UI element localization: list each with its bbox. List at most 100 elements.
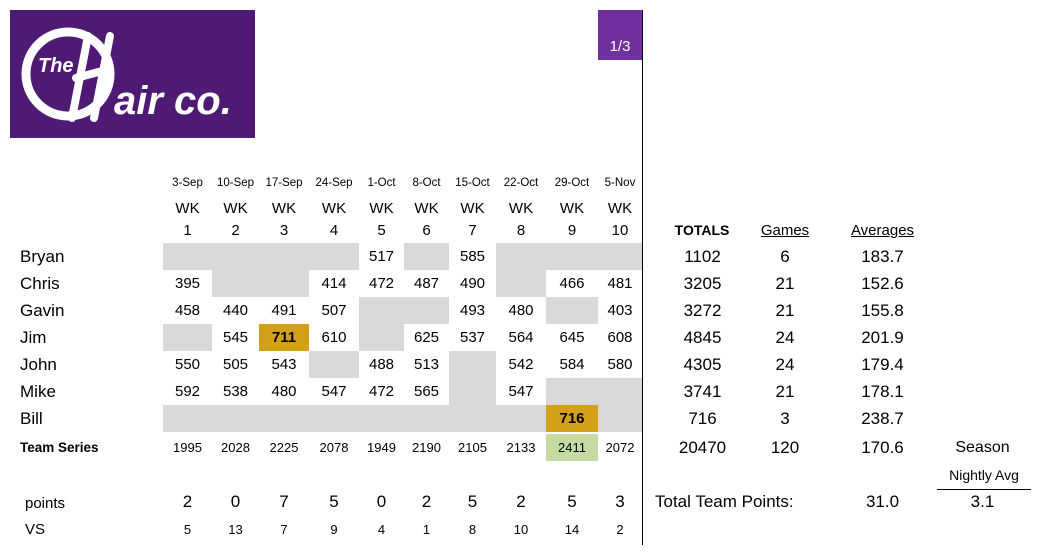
team-series-cell: 1995 [173,440,202,455]
score-cell: 490 [459,275,486,292]
score-cell: 487 [413,275,440,292]
team-series-cell: 2072 [605,440,635,455]
player-total: 4305 [683,355,722,374]
logo-the: The [38,55,74,77]
score-cell [546,297,598,324]
player-games: 24 [775,355,795,374]
vs-label: VS [25,521,46,538]
score-cell [598,405,642,432]
score-cell: 505 [222,356,249,373]
score-cell [309,243,359,270]
week-date: 15-Oct [455,177,490,189]
score-cell: 480 [508,302,534,319]
week-number: 5 [377,222,386,239]
score-cell: 542 [508,356,534,373]
team-games: 120 [770,438,800,457]
score-cell [546,243,598,270]
week-label: WK [414,200,439,217]
score-cell: 472 [368,275,395,292]
vs-cell: 5 [183,522,192,537]
player-games: 21 [775,382,795,401]
points-cell: 7 [279,492,289,511]
score-cell [449,351,496,378]
player-games: 3 [780,409,790,428]
week-label: WK [369,200,394,217]
score-cell: 543 [271,356,297,373]
score-cell [359,297,404,324]
points-cell: 5 [467,492,478,511]
score-cell: 547 [321,383,347,400]
week-number: 4 [329,222,339,239]
score-cell [163,324,212,351]
score-cell: 538 [222,383,249,400]
score-cell: 493 [459,302,486,319]
score-cell: 414 [321,275,347,292]
player-games: 6 [780,247,790,266]
week-number: 2 [231,222,240,239]
page-indicator: 1/3 [598,10,642,60]
week-label: WK [559,200,585,217]
score-cell [496,243,546,270]
score-cell [496,270,546,297]
week-date: 3-Sep [172,177,203,189]
score-cell: 565 [413,383,440,400]
score-cell [259,243,309,270]
score-cell [163,405,212,432]
vs-cell: 4 [377,522,386,537]
score-cell [449,405,496,432]
week-label: WK [223,200,248,217]
week-label: WK [460,200,485,217]
week-number: 3 [279,222,289,239]
team-series-cell: 2225 [269,440,299,455]
week-date: 5-Nov [604,177,636,189]
points-cell: 2 [516,492,526,511]
score-cell: 507 [321,302,347,319]
week-number: 9 [567,222,577,239]
score-cell: 716 [546,405,598,432]
week-number: 8 [516,222,526,239]
week-date: 8-Oct [412,177,441,189]
week-date: 24-Sep [315,177,353,189]
vs-cell: 9 [330,522,338,537]
score-cell: 458 [174,302,201,319]
player-name: Jim [20,328,47,347]
score-cell: 403 [607,302,633,319]
player-average: 155.8 [861,301,904,320]
score-cell: 711 [259,324,309,351]
vertical-divider [642,10,643,545]
score-cell: 550 [174,356,201,373]
player-average: 201.9 [861,328,904,347]
vs-cell: 10 [513,522,529,537]
averages-header: Averages [850,222,915,239]
player-average: 183.7 [861,247,904,266]
score-cell [359,405,404,432]
player-name: Bill [20,409,43,428]
team-series-cell: 2133 [506,440,536,455]
nightly-avg-value: 3.1 [970,492,995,511]
score-cell: 625 [413,329,440,346]
score-cell [212,270,259,297]
score-cell [259,270,309,297]
player-total: 716 [688,409,717,428]
week-date: 22-Oct [503,177,539,189]
week-label: WK [508,200,534,217]
total-team-points-label: Total Team Points: [655,492,794,511]
team-series-label: Team Series [20,440,99,455]
score-cell: 480 [271,383,297,400]
vs-cell: 7 [280,522,288,537]
hair-co-logo-icon: The air co. [21,27,232,123]
score-cell [309,405,359,432]
score-cell [163,243,212,270]
week-date: 29-Oct [554,177,590,189]
player-name: Bryan [20,247,65,266]
week-label: WK [175,200,200,217]
score-cell: 395 [174,275,201,292]
score-cell [259,405,309,432]
week-label: WK [607,200,633,217]
totals-header: TOTALS [674,222,730,238]
score-cell: 645 [559,329,585,346]
season-label: Season [955,439,1010,456]
player-games: 24 [775,328,795,347]
score-cell: 545 [222,329,249,346]
player-average: 178.1 [861,382,904,401]
